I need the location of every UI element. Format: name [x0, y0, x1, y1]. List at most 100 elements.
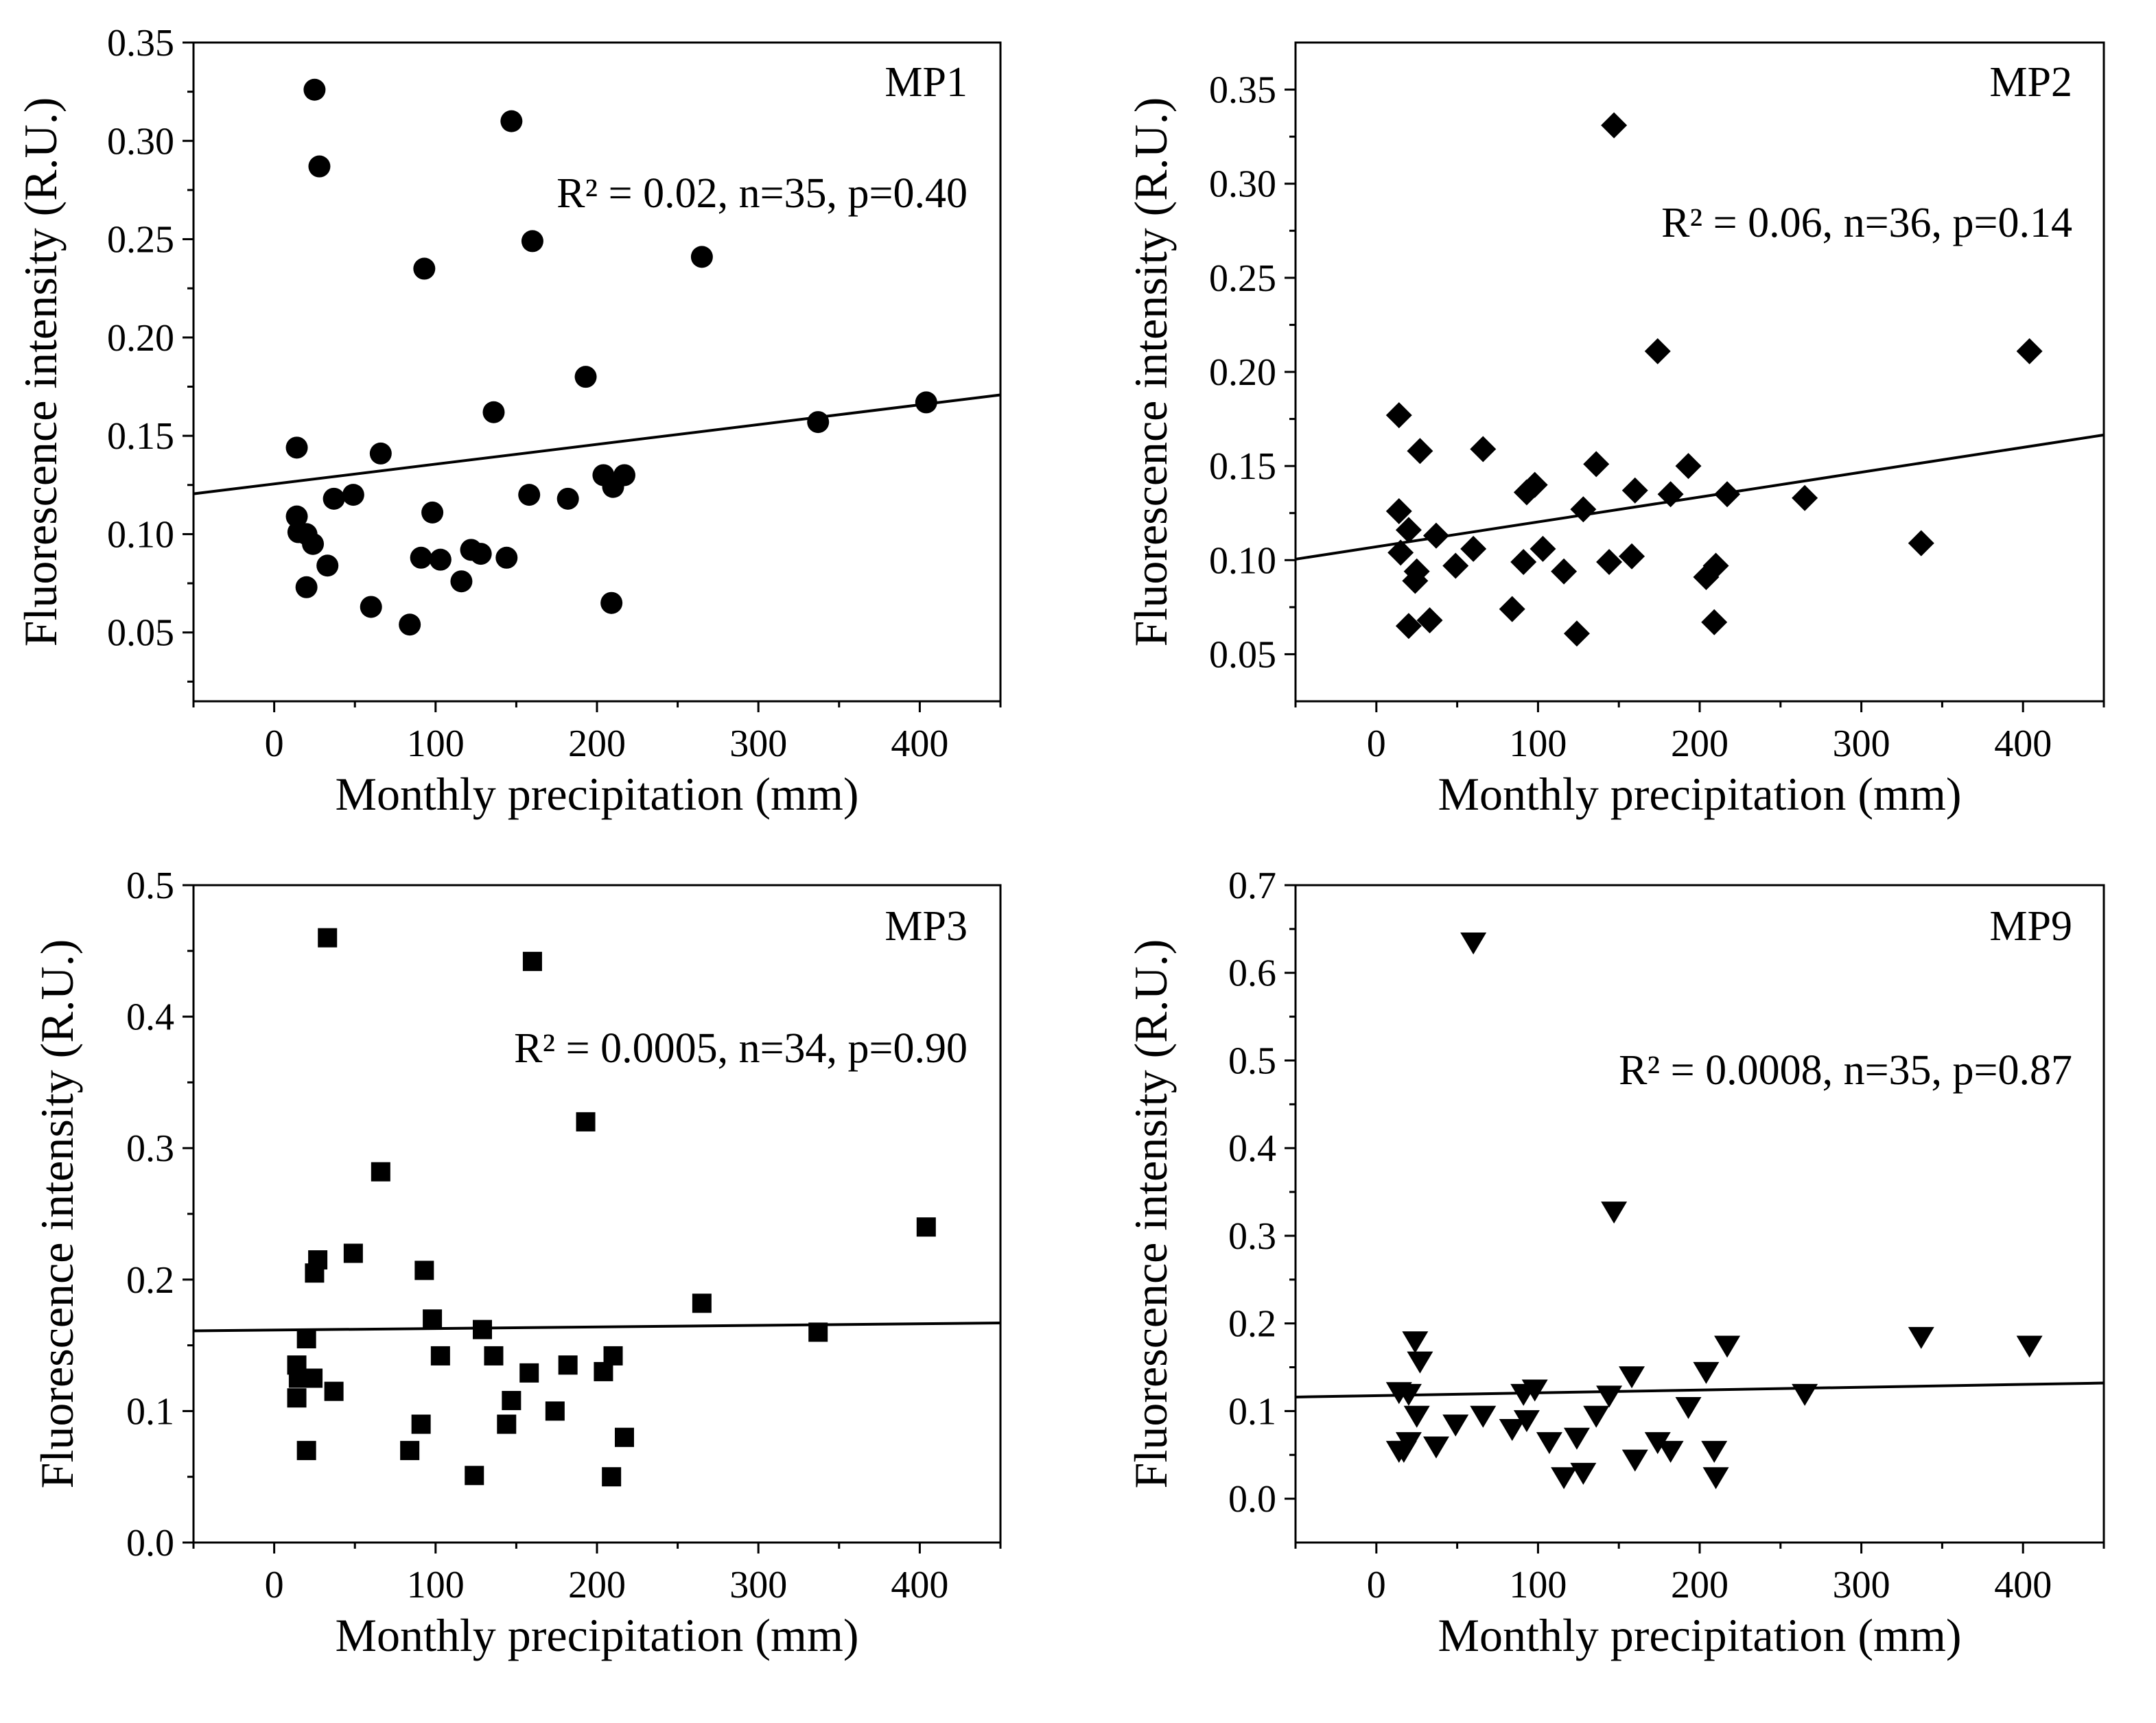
data-point: [1619, 1366, 1645, 1389]
data-point: [500, 110, 523, 132]
data-point: [1416, 607, 1443, 634]
data-point: [1510, 549, 1537, 576]
data-point: [522, 952, 542, 972]
data-point: [1621, 477, 1648, 504]
data-point: [1422, 1436, 1449, 1459]
x-tick-label: 400: [891, 723, 948, 765]
data-point: [342, 484, 364, 506]
data-point: [1395, 613, 1422, 640]
data-point: [1470, 1405, 1497, 1428]
y-tick-label: 0.1: [126, 1390, 174, 1433]
x-axis-label: Monthly precipitation (mm): [1438, 1609, 1962, 1661]
regression-stats: R² = 0.02, n=35, p=0.40: [556, 170, 968, 217]
plot-frame: [192, 41, 1002, 703]
data-point: [410, 546, 432, 569]
x-tick-label: 300: [1833, 723, 1890, 765]
data-point: [1395, 517, 1422, 543]
data-point: [1403, 558, 1430, 585]
y-tick-label: 0.05: [107, 612, 174, 655]
data-point: [343, 1243, 363, 1263]
data-point: [558, 1355, 578, 1375]
x-tick-label: 0: [265, 1564, 284, 1606]
chart-panel-mp1: 0 100 200 300 400 0.05 0.10 0.15 0.20 0.25 0.30 0.3…: [14, 22, 1002, 820]
data-point: [411, 1414, 431, 1434]
data-point: [1460, 933, 1487, 955]
data-point: [1657, 1440, 1684, 1463]
data-point: [1601, 112, 1628, 139]
x-tick-label: 100: [407, 1564, 465, 1606]
data-point: [1442, 552, 1469, 579]
data-point: [285, 436, 308, 459]
data-point: [316, 554, 339, 577]
data-point: [1601, 1202, 1628, 1224]
data-point: [1619, 543, 1645, 570]
data-point: [613, 464, 635, 487]
data-point: [1908, 530, 1934, 556]
y-tick-label: 0.3: [126, 1127, 174, 1170]
data-point: [484, 1346, 504, 1365]
data-point: [1521, 471, 1548, 498]
data-point: [1395, 1383, 1422, 1406]
y-tick-label: 0.2: [1228, 1303, 1276, 1346]
data-point: [323, 487, 345, 510]
data-point: [690, 246, 713, 268]
y-tick-label: 0.5: [1228, 1040, 1276, 1082]
data-point: [1675, 1397, 1702, 1420]
data-point: [1551, 1467, 1578, 1490]
x-tick-label: 300: [1833, 1564, 1890, 1606]
y-tick-label: 0.30: [1209, 163, 1276, 206]
y-tick-label: 0.4: [126, 996, 174, 1039]
data-point: [1570, 496, 1597, 523]
data-point: [296, 1329, 316, 1349]
data-point: [1644, 338, 1671, 364]
x-tick-label: 100: [407, 723, 465, 765]
x-tick-label: 300: [729, 1564, 787, 1606]
y-tick-label: 0.15: [107, 415, 174, 458]
y-tick-label: 0.0: [126, 1522, 174, 1564]
y-tick-label: 0.2: [126, 1259, 174, 1302]
data-point: [303, 1368, 323, 1388]
y-tick-label: 0.3: [1228, 1215, 1276, 1258]
data-point: [302, 532, 325, 555]
panel-title: MP3: [884, 903, 968, 950]
data-point: [518, 484, 541, 506]
y-tick-label: 0.1: [1228, 1390, 1276, 1433]
data-point: [1570, 1462, 1597, 1485]
data-point: [1701, 1440, 1728, 1463]
data-point: [1714, 1335, 1741, 1358]
x-tick-label: 400: [891, 1564, 948, 1606]
regression-stats: R² = 0.0008, n=35, p=0.87: [1619, 1047, 2072, 1094]
x-tick-label: 0: [1367, 723, 1386, 765]
x-tick-label: 300: [729, 723, 787, 765]
data-point: [465, 1466, 484, 1486]
y-tick-label: 0.6: [1228, 952, 1276, 995]
data-point: [576, 1112, 596, 1132]
data-point: [1702, 552, 1729, 579]
y-tick-label: 0.20: [1209, 351, 1276, 394]
data-point: [1536, 1432, 1562, 1455]
data-point: [600, 591, 623, 614]
y-tick-label: 0.15: [1209, 445, 1276, 488]
x-tick-label: 200: [1671, 1564, 1729, 1606]
y-tick-label: 0.35: [1209, 69, 1276, 112]
data-point: [1596, 549, 1623, 576]
data-point: [1702, 1467, 1729, 1490]
regression-line: [193, 1322, 1001, 1333]
regression-line: [193, 393, 1001, 495]
y-tick-label: 0.0: [1228, 1478, 1276, 1521]
data-point: [1563, 1427, 1590, 1450]
panel-title: MP2: [1989, 59, 2072, 106]
data-point: [1499, 1418, 1525, 1441]
data-point: [1530, 535, 1556, 562]
x-tick-label: 0: [265, 723, 284, 765]
data-point: [915, 391, 937, 414]
data-point: [414, 1261, 434, 1280]
x-tick-label: 200: [1671, 723, 1729, 765]
data-point: [430, 1346, 450, 1365]
data-point: [1583, 451, 1610, 478]
data-point: [521, 230, 543, 253]
data-point: [807, 411, 830, 434]
data-point: [1908, 1326, 1934, 1349]
x-tick-label: 0: [1367, 1564, 1386, 1606]
